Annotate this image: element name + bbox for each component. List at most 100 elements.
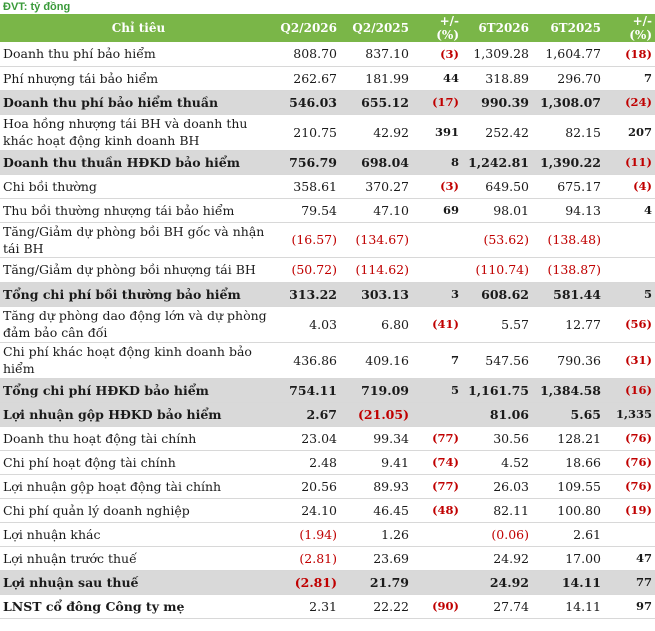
cell-6t-change: (76)	[604, 450, 655, 475]
row-label: Tổng chi phí bồi thường bảo hiểm	[0, 282, 277, 307]
cell-6t-2025: 12.77	[532, 306, 604, 343]
cell-6t-change: 1,335	[604, 402, 655, 427]
table-row: Doanh thu hoạt động tài chính 23.04 99.34(…	[0, 426, 655, 451]
cell-q2-change: 7	[412, 342, 462, 379]
cell-6t-2025: 1,604.77	[532, 42, 604, 67]
cell-6t-2025: 5.65	[532, 402, 604, 427]
table-row: Tổng chi phí HĐKD bảo hiểm 754.11 719.09 5 1…	[0, 378, 655, 403]
row-label: Lợi nhuận gộp HĐKD bảo hiểm	[0, 402, 277, 427]
cell-6t-2025: 296.70	[532, 66, 604, 91]
row-label: Thu bồi thường nhượng tái bảo hiểm	[0, 198, 277, 223]
row-label: Tăng/Giảm dự phòng bồi nhượng tái BH	[0, 257, 277, 283]
column-header-indicator: Chỉ tiêu	[0, 14, 277, 42]
table-row: Chi phí quản lý doanh nghiệp 24.10 46.45 (4…	[0, 498, 655, 523]
table-row: Chi phí hoạt động tài chính 2.48 9.41 (74) 4…	[0, 450, 655, 475]
column-header-6t-2026: 6T2026	[462, 14, 532, 42]
cell-q2-2025: 99.34	[340, 426, 412, 451]
cell-q2-2025: 303.13	[340, 282, 412, 307]
cell-6t-2025: 82.15	[532, 114, 604, 151]
cell-6t-change: 77	[604, 570, 655, 595]
table-row: Doanh thu phí bảo hiểm 808.70 837.10 (3) 1,3…	[0, 42, 655, 67]
cell-6t-2025: 14.11	[532, 570, 604, 595]
row-label: Tăng/Giảm dự phòng bồi BH gốc và nhận tá…	[0, 222, 277, 258]
cell-q2-change	[412, 402, 462, 427]
cell-q2-change: 44	[412, 66, 462, 91]
table-row: Lợi nhuận khác (1.94) 1.26 (0.06) 2.61	[0, 522, 655, 547]
cell-6t-change: (76)	[604, 426, 655, 451]
cell-q2-2026: 808.70	[277, 42, 340, 67]
column-header-6t-change: +/- (%)	[604, 14, 655, 42]
cell-6t-2026: 1,242.81	[462, 150, 532, 175]
cell-6t-2026: 5.57	[462, 306, 532, 343]
table-row: Doanh thu thuần HĐKD bảo hiểm 756.79 698.0…	[0, 150, 655, 175]
cell-q2-change: 3	[412, 282, 462, 307]
cell-q2-2026: 754.11	[277, 378, 340, 403]
cell-6t-2026: 318.89	[462, 66, 532, 91]
cell-q2-2025: 655.12	[340, 90, 412, 115]
cell-q2-2025: 47.10	[340, 198, 412, 223]
cell-6t-2026: 30.56	[462, 426, 532, 451]
cell-6t-2025: 675.17	[532, 174, 604, 199]
cell-q2-2026: 79.54	[277, 198, 340, 223]
table-row: Tổng chi phí bồi thường bảo hiểm 313.22 30…	[0, 282, 655, 307]
table-row: Doanh thu phí bảo hiểm thuần 546.03 655.12…	[0, 90, 655, 115]
cell-q2-change: 69	[412, 198, 462, 223]
cell-6t-change	[604, 257, 655, 283]
cell-q2-change: 8	[412, 150, 462, 175]
cell-q2-change: (48)	[412, 498, 462, 523]
cell-q2-change: (74)	[412, 450, 462, 475]
cell-q2-2026: 2.48	[277, 450, 340, 475]
cell-q2-2026: 4.03	[277, 306, 340, 343]
table-row: Lợi nhuận sau thuế (2.81) 21.79 24.92 14.11 7…	[0, 570, 655, 595]
cell-6t-2025: 18.66	[532, 450, 604, 475]
table-row: LNST cổ đông Công ty mẹ 2.31 22.22 (90) 27.7…	[0, 594, 655, 619]
cell-q2-2026: (16.57)	[277, 222, 340, 258]
cell-q2-change	[412, 546, 462, 571]
row-label: Hoa hồng nhượng tái BH và doanh thu khác…	[0, 114, 277, 151]
cell-6t-change: (11)	[604, 150, 655, 175]
cell-6t-2026: 98.01	[462, 198, 532, 223]
table-row: Tăng dự phòng dao động lớn và dự phòng đ…	[0, 306, 655, 343]
cell-q2-2026: 2.31	[277, 594, 340, 619]
cell-6t-2026: 252.42	[462, 114, 532, 151]
cell-6t-2025: 14.11	[532, 594, 604, 619]
table-row: Chi phí khác hoạt động kinh doanh bảo hi…	[0, 342, 655, 379]
table-row: Phí nhượng tái bảo hiểm 262.67 181.99 44 318…	[0, 66, 655, 91]
cell-6t-change: 4	[604, 198, 655, 223]
row-label: Tăng dự phòng dao động lớn và dự phòng đ…	[0, 306, 277, 343]
cell-q2-2026: (1.94)	[277, 522, 340, 547]
cell-q2-2025: 719.09	[340, 378, 412, 403]
row-label: Lợi nhuận trước thuế	[0, 546, 277, 571]
cell-6t-2026: 990.39	[462, 90, 532, 115]
row-label: Tổng chi phí HĐKD bảo hiểm	[0, 378, 277, 403]
cell-q2-2026: 24.10	[277, 498, 340, 523]
cell-q2-change	[412, 570, 462, 595]
cell-q2-2026: (2.81)	[277, 570, 340, 595]
cell-q2-change: (90)	[412, 594, 462, 619]
cell-q2-change: (3)	[412, 42, 462, 67]
column-header-q2-2026: Q2/2026	[277, 14, 340, 42]
table-row: Chi bồi thường 358.61 370.27 (3) 649.50 675.1…	[0, 174, 655, 199]
cell-6t-change: 7	[604, 66, 655, 91]
cell-q2-2025: 409.16	[340, 342, 412, 379]
cell-6t-change: (76)	[604, 474, 655, 499]
cell-q2-2026: 358.61	[277, 174, 340, 199]
cell-6t-2026: 26.03	[462, 474, 532, 499]
cell-6t-2025: 1,390.22	[532, 150, 604, 175]
cell-q2-2025: 21.79	[340, 570, 412, 595]
cell-q2-2026: 313.22	[277, 282, 340, 307]
cell-6t-2026: 24.92	[462, 570, 532, 595]
cell-6t-2025: 17.00	[532, 546, 604, 571]
cell-q2-change	[412, 222, 462, 258]
cell-q2-2025: 89.93	[340, 474, 412, 499]
table-row: Tăng/Giảm dự phòng bồi BH gốc và nhận tá…	[0, 222, 655, 258]
cell-q2-2025: 698.04	[340, 150, 412, 175]
cell-q2-change	[412, 257, 462, 283]
row-label: Chi phí khác hoạt động kinh doanh bảo hi…	[0, 342, 277, 379]
cell-6t-2025: 1,308.07	[532, 90, 604, 115]
cell-q2-2025: 23.69	[340, 546, 412, 571]
cell-q2-2025: 6.80	[340, 306, 412, 343]
cell-q2-change: (41)	[412, 306, 462, 343]
cell-6t-change: (16)	[604, 378, 655, 403]
cell-q2-2026: 262.67	[277, 66, 340, 91]
